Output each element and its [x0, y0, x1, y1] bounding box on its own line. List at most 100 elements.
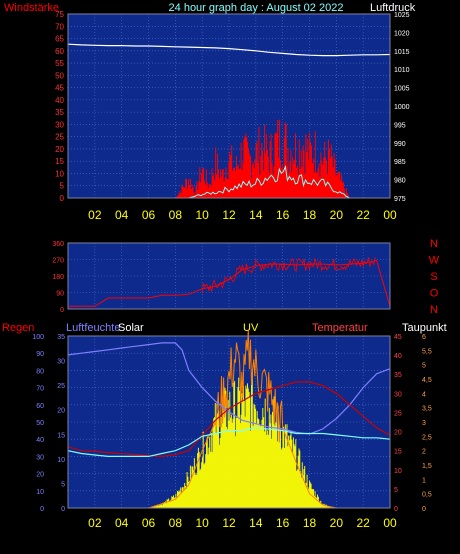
humidity-tick-label: 35 — [57, 334, 65, 341]
left-tick-label: 270 — [52, 258, 64, 265]
left-tick-label: 50 — [55, 71, 64, 80]
panel1-hour-labels: 02 04 06 08 10 12 14 16 18 20 22 00 — [88, 208, 397, 222]
hour-label: 00 — [383, 516, 397, 530]
wind-gust-series — [188, 165, 350, 199]
hour-label: 14 — [249, 516, 263, 530]
regen-tick-label: 50 — [36, 420, 44, 427]
temp-tick-label: 20 — [394, 430, 402, 437]
dew-tick-label: 3 — [422, 420, 426, 427]
temp-tick-label: 45 — [394, 334, 402, 341]
dewpoint-series — [67, 427, 391, 457]
temp-tick-label: 10 — [394, 468, 402, 475]
hour-label: 12 — [222, 516, 236, 530]
hour-label: 02 — [88, 516, 102, 530]
solar-label: Solar — [118, 322, 144, 334]
luftdruck-label: Luftdruck — [370, 2, 416, 14]
panel1-marks — [67, 43, 391, 199]
regen-tick-label: 40 — [36, 437, 44, 444]
right-tick-label: 1025 — [394, 12, 410, 19]
dew-tick-label: 0,5 — [422, 492, 432, 499]
panel3-axes: 0102030405060708090100051015202530350510… — [32, 334, 432, 513]
left-tick-label: 10 — [55, 169, 64, 178]
left-tick-label: 0 — [60, 307, 64, 314]
compass-label: N — [430, 304, 438, 316]
temperatur-label: Temperatur — [312, 322, 368, 334]
regen-tick-label: 90 — [36, 351, 44, 358]
temp-tick-label: 15 — [394, 449, 402, 456]
left-tick-label: 0 — [60, 194, 65, 203]
dew-tick-label: 2 — [422, 449, 426, 456]
dew-tick-label: 4 — [422, 391, 426, 398]
left-tick-label: 15 — [55, 157, 64, 166]
hour-label: 04 — [115, 208, 129, 222]
left-tick-label: 360 — [52, 241, 64, 248]
right-tick-label: 980 — [394, 178, 406, 185]
hour-label: 06 — [142, 516, 156, 530]
compass-label: W — [429, 255, 440, 267]
hour-label: 12 — [222, 208, 236, 222]
panel2-left-axis: 0 90 180 270 360 — [52, 241, 64, 314]
wind-speed-series — [175, 119, 350, 198]
hour-label: 22 — [356, 208, 370, 222]
solar-series — [148, 372, 337, 508]
left-tick-label: 60 — [55, 47, 64, 56]
panel3-marks — [67, 330, 391, 509]
dew-tick-label: 1,5 — [422, 463, 432, 470]
luftfeuchte-label: Luftfeuchte — [66, 322, 120, 334]
right-tick-label: 985 — [394, 159, 406, 166]
temp-tick-label: 30 — [394, 391, 402, 398]
right-tick-label: 1020 — [394, 30, 410, 37]
dew-tick-label: 5,5 — [422, 348, 432, 355]
left-tick-label: 5 — [60, 182, 65, 191]
left-tick-label: 30 — [55, 120, 64, 129]
panel2-grid — [68, 242, 390, 310]
dew-tick-label: 4,5 — [422, 377, 432, 384]
regen-tick-label: 0 — [40, 506, 44, 513]
right-tick-label: 990 — [394, 141, 406, 148]
left-tick-label: 75 — [55, 10, 64, 19]
dew-tick-label: 2,5 — [422, 434, 432, 441]
right-tick-label: 1000 — [394, 104, 410, 111]
humidity-series — [67, 342, 391, 435]
taupunkt-label: Taupunkt — [402, 322, 447, 334]
temp-tick-label: 5 — [394, 487, 398, 494]
regen-tick-label: 80 — [36, 368, 44, 375]
regen-tick-label: 70 — [36, 386, 44, 393]
uv-label: UV — [243, 322, 259, 334]
temp-tick-label: 0 — [394, 506, 398, 513]
hour-label: 10 — [195, 208, 209, 222]
right-tick-label: 1010 — [394, 67, 410, 74]
humidity-tick-label: 20 — [57, 408, 65, 415]
hour-label: 18 — [303, 208, 317, 222]
hour-label: 18 — [303, 516, 317, 530]
windstaerke-label: Windstärke — [4, 2, 59, 14]
hour-label: 14 — [249, 208, 263, 222]
chart-title: 24 hour graph day : August 02 2022 — [169, 2, 344, 14]
panel1-right-axis: 975 980 985 990 995 1000 1005 1010 1015 1020 1025 — [394, 12, 410, 203]
temp-tick-label: 25 — [394, 410, 402, 417]
hour-label: 00 — [383, 208, 397, 222]
left-tick-label: 65 — [55, 35, 64, 44]
hour-label: 16 — [276, 516, 290, 530]
right-tick-label: 975 — [394, 196, 406, 203]
hour-label: 08 — [169, 208, 183, 222]
regen-tick-label: 30 — [36, 454, 44, 461]
right-tick-label: 1005 — [394, 86, 410, 93]
hour-label: 02 — [88, 208, 102, 222]
temperature-series — [67, 381, 391, 458]
humidity-tick-label: 30 — [57, 359, 65, 366]
dew-tick-label: 0 — [422, 506, 426, 513]
humidity-tick-label: 0 — [61, 506, 65, 513]
left-tick-label: 25 — [55, 133, 64, 142]
compass-label: N — [430, 238, 438, 250]
left-tick-label: 35 — [55, 108, 64, 117]
dew-tick-label: 1 — [422, 477, 426, 484]
left-tick-label: 40 — [55, 96, 64, 105]
panel3-hour-labels: 02 04 06 08 10 12 14 16 18 20 22 00 — [88, 516, 397, 530]
humidity-tick-label: 10 — [57, 457, 65, 464]
dew-tick-label: 3,5 — [422, 406, 432, 413]
hour-label: 16 — [276, 208, 290, 222]
